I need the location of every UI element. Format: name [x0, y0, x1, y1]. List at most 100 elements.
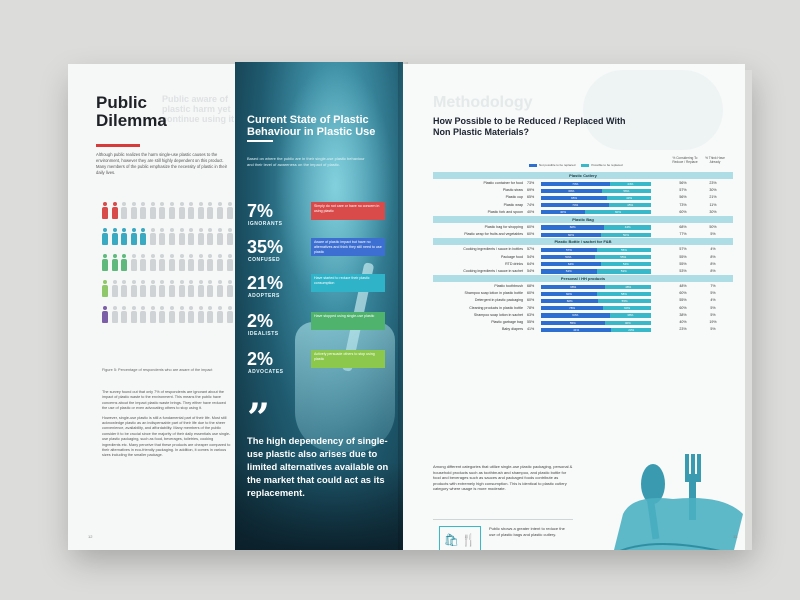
fork-icon: [685, 474, 701, 482]
cell-considering: 73%: [679, 202, 687, 207]
row-percent: 60%: [527, 291, 535, 296]
person-icon: [159, 280, 166, 298]
reduction-table: Not possible to be replaced Possible to …: [433, 156, 733, 333]
person-icon: [121, 306, 127, 324]
person-icon: [188, 202, 194, 220]
stat-description: Aware of plastic impact but have no alte…: [311, 238, 385, 256]
person-icon: [207, 202, 213, 220]
person-icon: [207, 280, 213, 298]
row-percent: 55%: [527, 320, 535, 324]
legend-item-2: Possible to be replaced: [581, 163, 623, 167]
person-icon: [149, 280, 156, 298]
person-icon: [169, 280, 175, 298]
person-icon: [102, 280, 108, 298]
person-icon: [149, 202, 156, 220]
legend-label-1: Not possible to be replaced: [539, 163, 576, 167]
row-bar-track: 63% 38%: [541, 313, 651, 318]
row-percent: 69%: [527, 188, 535, 193]
cutlery-icon: 🍴: [461, 533, 477, 547]
row-label: Baby diapers: [502, 327, 523, 332]
left-page: Public aware of plastic harm yet continu…: [68, 64, 235, 550]
cup-image: [295, 322, 395, 452]
row-label: Detergent in plastic packaging: [474, 298, 523, 303]
row-label: Shampoo soap lotion in plastic bottle: [464, 291, 523, 296]
page-number-left: 12: [88, 534, 93, 539]
row-percent: 41%: [527, 327, 535, 332]
title-underline: [96, 144, 140, 147]
bar-possible: 23%: [611, 327, 651, 332]
person-icon: [121, 280, 127, 298]
person-icon: [188, 306, 194, 324]
table-row: Plastic straw 69% 69% 56% 57% 30%: [433, 187, 733, 194]
panel-subtitle: Based on where the public are in their s…: [247, 156, 365, 167]
row-percent: 78%: [527, 305, 535, 310]
figure-caption: Figure 5: Percentage of respondents who …: [102, 368, 213, 372]
row-bar-track: 60% 50%: [541, 232, 651, 237]
row-bar-track: 74% 45%: [541, 203, 651, 208]
person-icon: [226, 202, 233, 220]
bar-not-possible: 54%: [541, 255, 596, 260]
table-row: Detergent in plastic packaging 60% 60% 55% 5…: [433, 297, 733, 304]
person-icon: [159, 228, 166, 246]
legend-label-2: Possible to be replaced: [591, 163, 623, 167]
stat-value: 21%: [247, 273, 284, 293]
cell-already: 8%: [710, 261, 716, 266]
cell-considering: 23%: [679, 327, 687, 332]
row-label: Plastic garbage bag: [491, 320, 523, 324]
right-body-text: Among different categories that utilize …: [433, 464, 573, 492]
bar-not-possible: 60%: [541, 291, 597, 296]
row-bar-track: 65% 43%: [541, 195, 651, 201]
bar-possible: 45%: [609, 203, 651, 208]
person-icon: [130, 306, 137, 324]
bar-not-possible: 74%: [541, 203, 610, 208]
no-plastic-icons: 🛍 🍴: [439, 526, 481, 550]
cell-considering: 40%: [679, 320, 687, 324]
person-icon: [188, 280, 194, 298]
person-icon: [111, 306, 118, 324]
bar-possible: 44%: [609, 181, 651, 186]
person-icon: [197, 306, 204, 324]
person-icon: [149, 228, 156, 246]
bar-not-possible: 64%: [541, 262, 601, 267]
bar-possible: 58%: [596, 291, 651, 296]
ghost-shape: [583, 70, 723, 150]
person-icon: [130, 202, 137, 220]
pouch-icon: [614, 498, 743, 550]
bar-possible: 53%: [596, 269, 651, 274]
table-row: Shampoo soap lotion in plastic bottle 60%…: [433, 290, 733, 297]
cell-already: 21%: [709, 195, 717, 200]
cell-already: 4%: [710, 247, 716, 252]
cell-considering: 60%: [679, 305, 687, 310]
cell-considering: 57%: [679, 188, 687, 193]
person-icon: [226, 254, 233, 272]
bar-possible: 38%: [609, 313, 651, 318]
body-text: The survey found out that only 7% of res…: [102, 390, 232, 459]
cell-considering: 38%: [679, 312, 687, 317]
bar-not-possible: 78%: [541, 306, 604, 311]
row-label: Shampoo soap lotion in sachet: [473, 312, 523, 317]
person-icon: [121, 228, 127, 246]
bar-not-possible: 55%: [541, 320, 605, 325]
person-icon: [178, 202, 185, 220]
row-bar-track: 40% 60%: [541, 210, 651, 215]
table-row: Cooking ingredients / sauce in bottles 57…: [433, 246, 733, 253]
cutlery-pouch-image: [614, 454, 743, 550]
bar-not-possible: 73%: [541, 181, 610, 186]
person-icon: [149, 254, 156, 272]
row-percent: 63%: [527, 312, 535, 317]
cell-already: 8%: [710, 268, 716, 273]
stat-item: 21% ADOPTERS Have started to reduce their …: [247, 274, 397, 304]
row-bar-track: 60% 44%: [541, 225, 651, 230]
table-row: Cooking ingredients / sauce in sachet 54%…: [433, 268, 733, 275]
bar-not-possible: 63%: [541, 313, 610, 318]
callout-box: 🛍 🍴 Public shows a greater intent to red…: [433, 519, 573, 550]
bar-possible: 60%: [603, 306, 651, 311]
panel-title: Current State of Plastic Behaviour in Pl…: [247, 114, 376, 138]
row-percent: 64%: [527, 261, 535, 266]
bar-not-possible: 57%: [541, 247, 597, 252]
cell-considering: 56%: [679, 181, 687, 185]
bar-not-possible: 41%: [541, 327, 612, 332]
stat-label: ADVOCATES: [248, 369, 284, 375]
cell-already: 5%: [710, 232, 716, 237]
row-percent: 68%: [527, 284, 535, 289]
